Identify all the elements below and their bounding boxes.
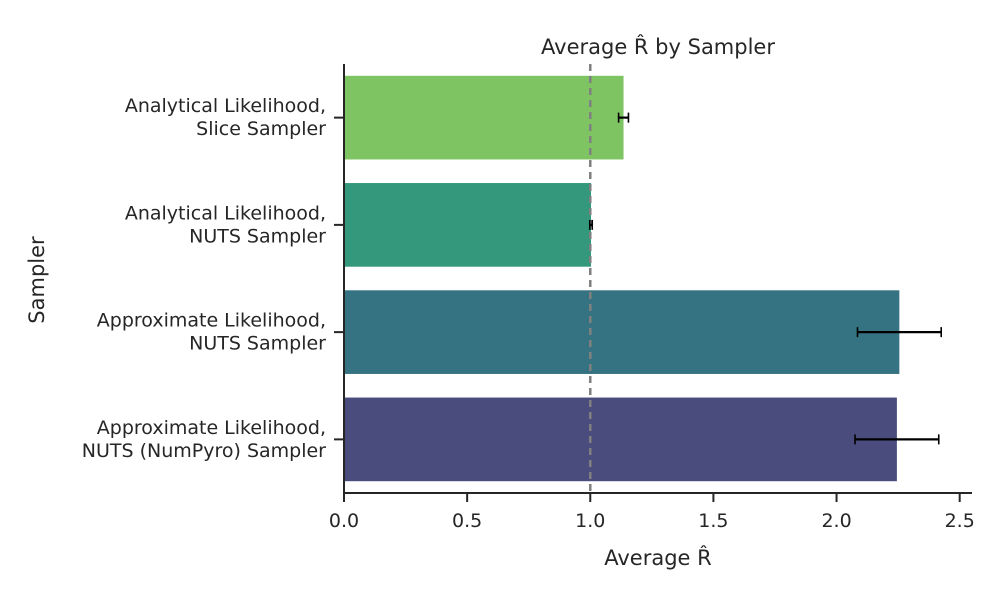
- y-tick-label-2-0: Approximate Likelihood,: [97, 310, 326, 332]
- bar-0: [344, 75, 624, 160]
- axes-group: [343, 64, 972, 494]
- x-tick-label-1: 0.5: [452, 510, 482, 532]
- chart-title: Average R̂ by Sampler: [541, 34, 775, 59]
- y-tick-label-3-1: NUTS (NumPyro) Sampler: [82, 440, 326, 462]
- bar-1: [344, 183, 592, 267]
- x-tick-label-4: 2.0: [821, 510, 851, 532]
- x-ticks-group: 0.0 0.5 1.0 1.5 2.0 2.5: [329, 493, 975, 532]
- x-tick-label-5: 2.5: [945, 510, 975, 532]
- y-ticks-group: Analytical Likelihood,Slice SamplerAnaly…: [82, 95, 344, 462]
- y-tick-label-0-1: Slice Sampler: [196, 118, 326, 140]
- x-tick-label-2: 1.0: [575, 510, 605, 532]
- bar-3: [344, 397, 897, 482]
- bars-group: [344, 75, 900, 482]
- y-tick-label-1-1: NUTS Sampler: [189, 225, 326, 247]
- y-tick-label-1-0: Analytical Likelihood,: [125, 202, 326, 224]
- x-tick-label-0: 0.0: [329, 510, 359, 532]
- bar-2: [344, 290, 900, 374]
- y-tick-label-2-1: NUTS Sampler: [189, 333, 326, 355]
- y-tick-label-3-0: Approximate Likelihood,: [97, 417, 326, 439]
- x-axis-label: Average R̂: [604, 545, 712, 570]
- y-tick-label-0-0: Analytical Likelihood,: [125, 95, 326, 117]
- error-bars-group: [588, 112, 943, 445]
- y-axis-label: Sampler: [25, 236, 49, 324]
- x-tick-label-3: 1.5: [698, 510, 728, 532]
